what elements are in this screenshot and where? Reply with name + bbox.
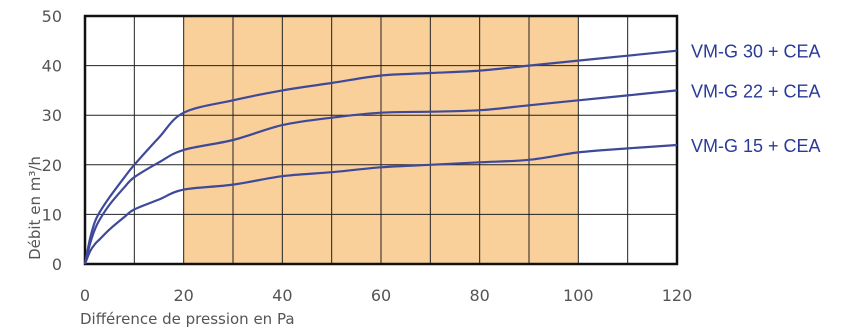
x-tick-label: 40 (272, 286, 292, 305)
grid-lines (85, 16, 677, 264)
x-tick-label: 80 (469, 286, 489, 305)
y-tick-label: 10 (42, 205, 62, 224)
x-tick-label: 20 (173, 286, 193, 305)
series-line-3 (83, 143, 678, 265)
plot-frame (83, 14, 679, 266)
y-axis-label: Débit en m³/h (26, 156, 44, 260)
y-tick-label: 20 (42, 156, 62, 175)
series-label-3: VM-G 15 + CEA (691, 136, 821, 156)
x-tick-label: 60 (371, 286, 391, 305)
x-tick-label: 0 (80, 286, 90, 305)
series-label-1: VM-G 30 + CEA (691, 42, 821, 62)
x-axis-label: Différence de pression en Pa (80, 310, 295, 328)
series-labels: VM-G 30 + CEA VM-G 22 + CEA VM-G 15 + CEA (691, 42, 821, 156)
y-axis-ticks: 0 10 20 30 40 50 (42, 7, 62, 274)
x-tick-label: 100 (563, 286, 594, 305)
x-tick-label: 120 (662, 286, 693, 305)
y-tick-label: 0 (52, 255, 62, 274)
y-tick-label: 50 (42, 7, 62, 26)
x-axis-ticks: 0 20 40 60 80 100 120 (80, 286, 692, 305)
y-tick-label: 30 (42, 106, 62, 125)
series-line-1 (83, 49, 678, 265)
series-line-2 (83, 89, 678, 265)
y-tick-label: 40 (42, 57, 62, 76)
series-lines (83, 49, 678, 265)
series-label-2: VM-G 22 + CEA (691, 81, 821, 101)
